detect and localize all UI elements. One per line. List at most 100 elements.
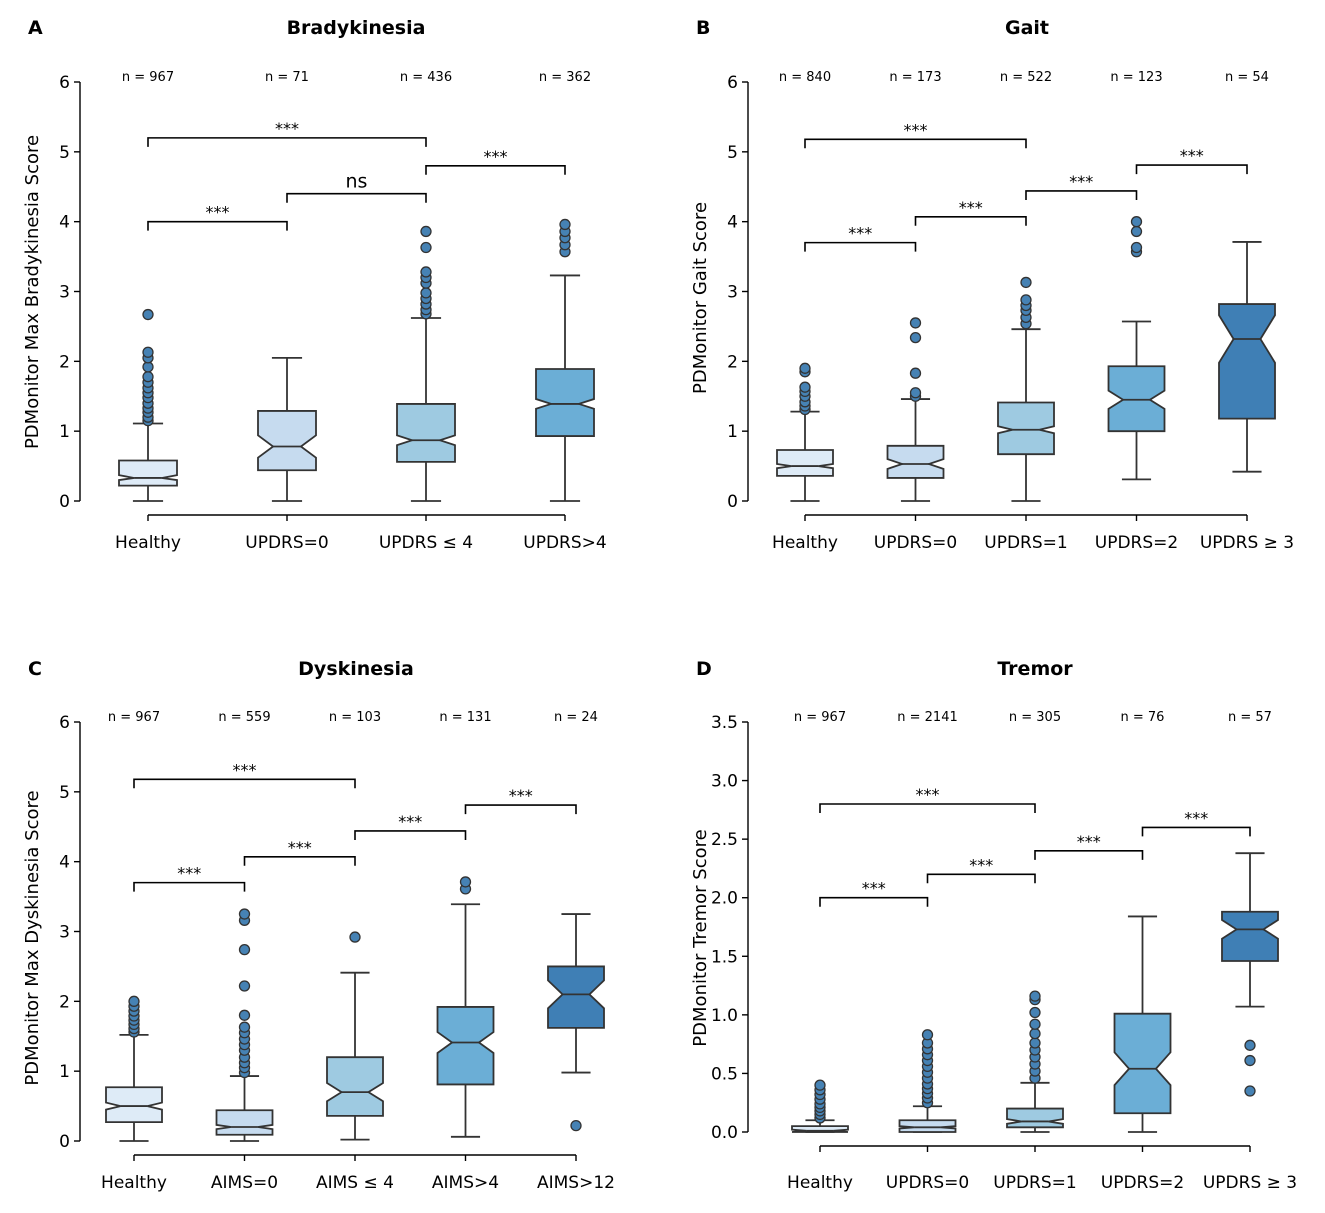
y-tick-label: 0.5 — [711, 1064, 738, 1084]
x-tick-label: Healthy — [115, 533, 181, 553]
y-tick-label: 3 — [727, 283, 738, 303]
box — [436, 1006, 495, 1086]
outlier-point — [1020, 276, 1032, 289]
significance-label: *** — [959, 198, 983, 217]
significance-bracket — [243, 855, 356, 866]
box — [215, 1109, 274, 1136]
y-axis-label: PDMonitor Gait Score — [690, 202, 711, 394]
sample-size-label: n = 967 — [108, 710, 160, 725]
chart-title: Tremor — [997, 658, 1073, 680]
y-tick-label: 6 — [727, 73, 738, 93]
sample-size-label: n = 305 — [1009, 710, 1061, 725]
panel-bradykinesia: A Bradykinesia PDMonitor Max Bradykinesi… — [22, 17, 607, 553]
outlier-point — [349, 931, 361, 943]
outlier-point — [459, 876, 472, 888]
significance-label: *** — [1184, 808, 1208, 827]
x-tick-label: UPDRS=2 — [1101, 1173, 1184, 1193]
sample-size-label: n = 840 — [779, 70, 831, 85]
box — [776, 449, 834, 477]
chart-title: Bradykinesia — [287, 17, 426, 39]
significance-label: *** — [916, 785, 940, 804]
y-tick-label: 1 — [59, 422, 70, 442]
sample-size-label: n = 71 — [265, 70, 309, 85]
significance-bracket — [147, 137, 427, 147]
panel-label: D — [696, 658, 712, 680]
panel-label: C — [28, 658, 42, 680]
outlier-point — [1244, 1054, 1256, 1067]
panel-tremor: D Tremor PDMonitor Tremor Score 0.0 0.5 1.… — [690, 658, 1297, 1193]
significance-label: *** — [1077, 832, 1101, 851]
y-tick-label: 1.0 — [711, 1006, 738, 1026]
y-tick-label: 3.5 — [711, 713, 738, 733]
box — [326, 1056, 384, 1117]
box — [1221, 910, 1279, 962]
sample-size-label: n = 362 — [539, 70, 591, 85]
significance-bracket — [133, 778, 356, 789]
significance-bracket — [425, 165, 566, 175]
y-tick-label: 6 — [59, 713, 70, 733]
y-tick-label: 4 — [727, 213, 738, 233]
significance-bracket — [1135, 164, 1248, 175]
box — [547, 965, 605, 1029]
significance-label: *** — [509, 786, 533, 805]
x-tick-label: AIMS ≤ 4 — [316, 1173, 394, 1193]
significance-label: *** — [233, 760, 257, 779]
outlier-point — [142, 346, 154, 358]
outlier-point — [1029, 1037, 1041, 1049]
outlier-point — [909, 367, 922, 379]
significance-bracket — [1141, 826, 1251, 837]
box — [898, 1119, 957, 1133]
outlier-point — [909, 331, 922, 344]
outlier-point — [142, 371, 154, 383]
y-tick-label: 3 — [59, 923, 70, 943]
outlier-point — [1244, 1085, 1256, 1097]
outlier-point — [1029, 1006, 1041, 1019]
significance-bracket — [354, 830, 467, 840]
significance-bracket — [147, 220, 288, 231]
box — [1113, 1012, 1172, 1115]
y-axis-label: PDMonitor Max Dyskinesia Score — [22, 790, 43, 1085]
x-tick-label: UPDRS=0 — [886, 1173, 969, 1193]
significance-bracket — [819, 896, 929, 907]
y-tick-label: 6 — [59, 73, 70, 93]
box — [396, 403, 456, 463]
x-tick-label: AIMS>12 — [537, 1173, 615, 1193]
x-tick-label: UPDRS=2 — [1095, 533, 1178, 553]
outlier-point — [1130, 216, 1143, 228]
outlier-point — [909, 317, 922, 329]
outlier-point — [799, 362, 811, 374]
outlier-point — [142, 308, 154, 321]
significance-bracket — [464, 804, 577, 815]
outlier-point — [420, 241, 432, 254]
chart-title: Dyskinesia — [298, 658, 414, 680]
outlier-point — [128, 995, 140, 1007]
outlier-point — [1020, 294, 1032, 306]
y-tick-label: 2 — [59, 352, 70, 372]
outlier-point — [420, 266, 432, 278]
significance-label: *** — [969, 855, 993, 874]
y-tick-label: 2.0 — [711, 889, 738, 909]
x-tick-label: UPDRS>4 — [523, 533, 606, 553]
sample-size-label: n = 24 — [554, 710, 598, 725]
x-tick-label: AIMS>4 — [432, 1173, 499, 1193]
significance-bracket — [804, 138, 1027, 149]
box — [257, 410, 317, 472]
y-tick-label: 0 — [59, 1132, 70, 1152]
y-axis-label: PDMonitor Max Bradykinesia Score — [22, 135, 43, 449]
sample-size-label: n = 54 — [1225, 70, 1269, 85]
significance-label: *** — [177, 864, 201, 883]
box — [997, 401, 1055, 456]
outlier-point — [420, 287, 432, 299]
sample-size-label: n = 123 — [1110, 70, 1162, 85]
box — [1006, 1107, 1064, 1129]
sample-size-label: n = 559 — [218, 710, 270, 725]
sample-size-label: n = 173 — [889, 70, 941, 85]
y-tick-label: 5 — [727, 143, 738, 163]
outlier-point — [814, 1079, 826, 1091]
outlier-point — [1130, 241, 1143, 254]
outlier-point — [1029, 1027, 1041, 1040]
outlier-point — [238, 944, 251, 956]
outlier-point — [238, 908, 251, 920]
outlier-point — [1029, 1018, 1041, 1030]
panel-gait: B Gait PDMonitor Gait Score 0 1 2 3 4 5 6 Healt… — [690, 17, 1294, 553]
